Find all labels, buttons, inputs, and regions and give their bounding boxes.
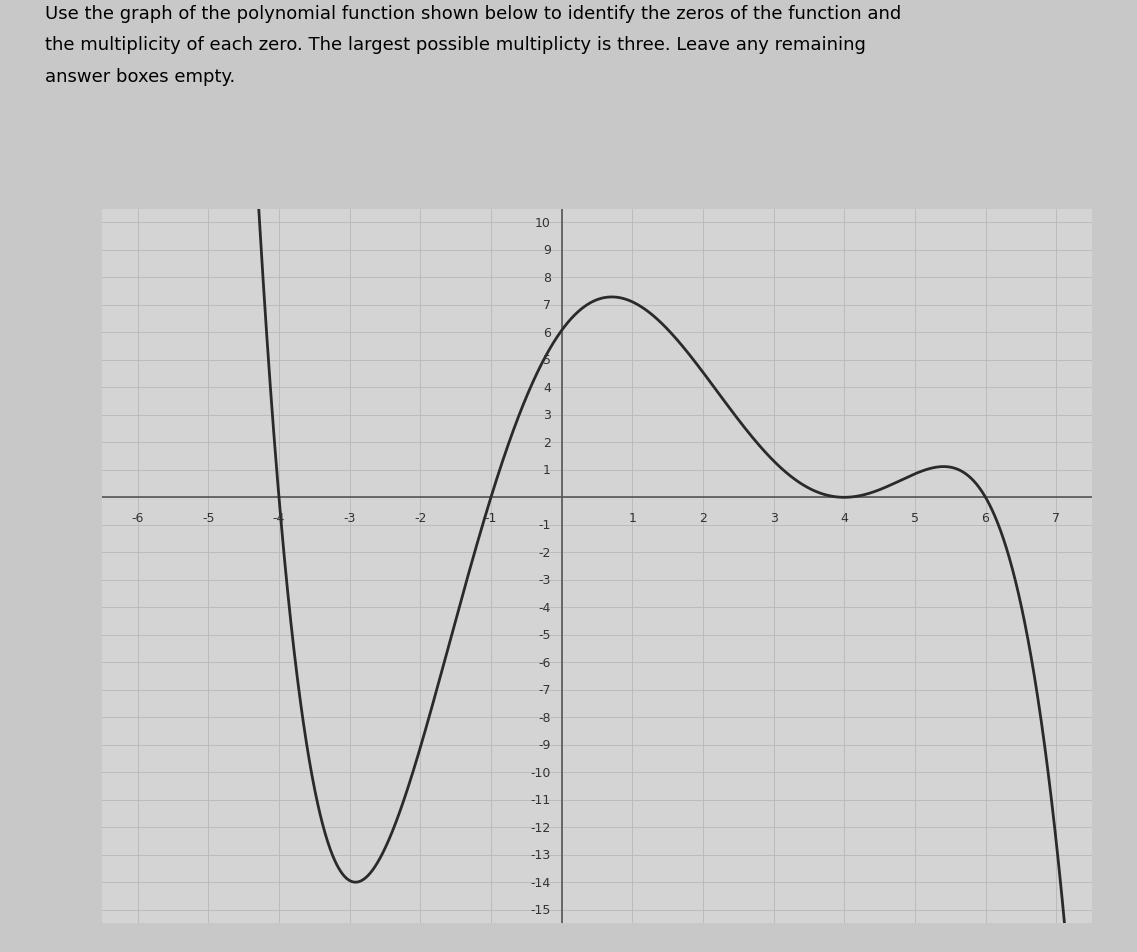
Text: -13: -13 <box>531 848 551 862</box>
Text: 9: 9 <box>543 244 551 257</box>
Text: 2: 2 <box>543 436 551 449</box>
Text: Use the graph of the polynomial function shown below to identify the zeros of th: Use the graph of the polynomial function… <box>45 5 902 23</box>
Text: -8: -8 <box>539 711 551 724</box>
Text: -5: -5 <box>539 628 551 642</box>
Text: 7: 7 <box>543 299 551 312</box>
Text: 3: 3 <box>770 511 778 525</box>
Text: -15: -15 <box>531 903 551 916</box>
Text: -9: -9 <box>539 739 551 751</box>
Text: 8: 8 <box>543 271 551 285</box>
Text: 2: 2 <box>699 511 707 525</box>
Text: -6: -6 <box>132 511 144 525</box>
Text: -1: -1 <box>484 511 497 525</box>
Text: -5: -5 <box>202 511 215 525</box>
Text: answer boxes empty.: answer boxes empty. <box>45 68 235 86</box>
Text: -11: -11 <box>531 793 551 806</box>
Text: 1: 1 <box>543 464 551 477</box>
Text: -3: -3 <box>539 574 551 586</box>
Text: 7: 7 <box>1052 511 1060 525</box>
Text: -1: -1 <box>539 519 551 532</box>
Text: -4: -4 <box>539 601 551 614</box>
Text: -10: -10 <box>531 766 551 779</box>
Text: 1: 1 <box>629 511 637 525</box>
Text: 6: 6 <box>981 511 989 525</box>
Text: -2: -2 <box>539 546 551 559</box>
Text: 3: 3 <box>543 409 551 422</box>
Text: 4: 4 <box>840 511 848 525</box>
Text: -3: -3 <box>343 511 356 525</box>
Text: -2: -2 <box>414 511 426 525</box>
Text: 5: 5 <box>911 511 919 525</box>
Text: 6: 6 <box>543 327 551 340</box>
Text: 5: 5 <box>543 354 551 367</box>
Text: 4: 4 <box>543 382 551 394</box>
Text: -4: -4 <box>273 511 285 525</box>
Text: -14: -14 <box>531 876 551 889</box>
Text: -12: -12 <box>531 821 551 834</box>
Text: the multiplicity of each zero. The largest possible multiplicty is three. Leave : the multiplicity of each zero. The large… <box>45 36 866 54</box>
Text: 10: 10 <box>536 217 551 229</box>
Text: -6: -6 <box>539 656 551 669</box>
Text: -7: -7 <box>539 684 551 697</box>
